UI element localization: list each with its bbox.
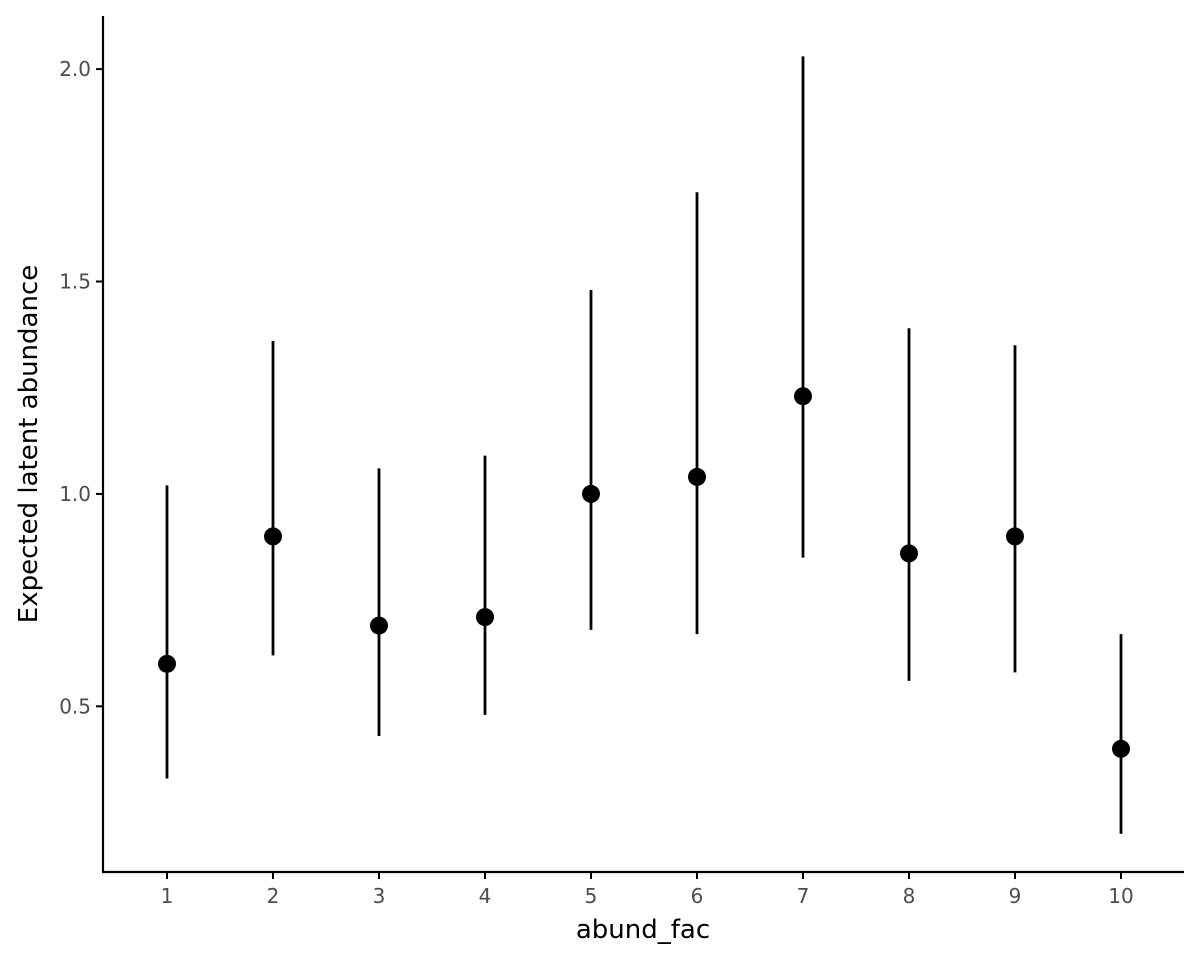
- y-tick-label: 0.5: [59, 694, 91, 718]
- x-tick-label: 5: [585, 884, 598, 908]
- x-tick-label: 2: [267, 884, 280, 908]
- data-point-1: [158, 654, 176, 673]
- data-point-4: [476, 608, 494, 627]
- y-tick-label: 2.0: [59, 57, 91, 81]
- x-tick-label: 10: [1108, 884, 1133, 908]
- x-tick-label: 9: [1009, 884, 1022, 908]
- y-axis-title: Expected latent abundance: [14, 265, 44, 623]
- x-axis-ticks: 1 2 3 4 5 6 7 8 9 10: [161, 872, 1134, 908]
- x-tick-label: 1: [161, 884, 174, 908]
- x-tick-label: 8: [903, 884, 916, 908]
- data-point-10: [1112, 739, 1130, 758]
- x-tick-label: 6: [691, 884, 704, 908]
- y-axis-ticks: 0.5 1.0 1.5 2.0: [59, 57, 103, 718]
- data-point-5: [582, 484, 600, 503]
- x-tick-label: 4: [479, 884, 492, 908]
- data-point-6: [688, 467, 706, 486]
- chart-marks: [158, 56, 1130, 834]
- data-point-3: [370, 616, 388, 635]
- y-tick-label: 1.0: [59, 482, 91, 506]
- x-tick-label: 7: [797, 884, 810, 908]
- y-tick-label: 1.5: [59, 270, 91, 294]
- data-point-9: [1006, 527, 1024, 546]
- x-tick-label: 3: [373, 884, 386, 908]
- x-axis-title: abund_fac: [576, 915, 710, 945]
- data-point-7: [794, 387, 812, 406]
- data-point-8: [900, 544, 918, 563]
- data-point-2: [264, 527, 282, 546]
